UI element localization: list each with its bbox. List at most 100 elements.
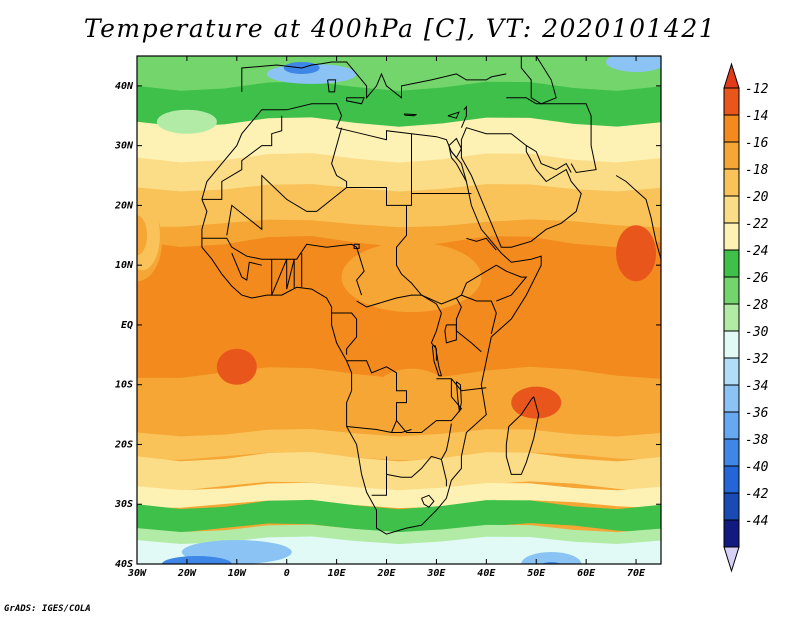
map-frame xyxy=(136,55,662,565)
blob-atlantic-warm xyxy=(216,348,257,385)
colorbar-swatch xyxy=(723,168,740,197)
blob-far-west xyxy=(137,215,147,256)
colorbar-label: -44 xyxy=(745,514,768,529)
ethiopia-somalia xyxy=(496,264,528,302)
libya-egypt xyxy=(346,133,412,206)
lat-tick-label: 40S xyxy=(115,559,133,570)
colorbar-label: -32 xyxy=(745,352,769,367)
sardinia xyxy=(327,79,337,93)
colorbar-swatch xyxy=(723,87,740,116)
colorbar-label: -42 xyxy=(745,487,769,502)
arabia xyxy=(460,127,582,248)
ethiopia-eritrea xyxy=(466,237,497,251)
east-africa-2 xyxy=(461,294,497,335)
colorbar-label: -28 xyxy=(745,298,769,313)
blob-arabian-sea-warm xyxy=(616,225,657,282)
temperature-map xyxy=(137,56,661,564)
namibia-bw xyxy=(371,456,387,496)
lat-tick-label: 30S xyxy=(114,499,133,510)
bw-sa xyxy=(386,455,447,487)
band-south-cream xyxy=(137,482,661,509)
lon-tick-label: 60E xyxy=(577,568,596,579)
band-south-pale xyxy=(137,452,661,492)
cyprus xyxy=(447,111,460,119)
band-south-amber xyxy=(137,428,661,461)
lon-tick-label: 20W xyxy=(177,568,197,579)
colorbar-swatch xyxy=(723,195,740,224)
blob-ne-blue xyxy=(606,56,661,72)
colorbar-label: -26 xyxy=(745,271,769,286)
lon-tick-label: 50E xyxy=(527,568,546,579)
car-drc xyxy=(356,294,442,361)
lon-tick-label: 10W xyxy=(228,568,247,579)
iran xyxy=(506,97,597,174)
sahel-line xyxy=(201,237,365,296)
lake-tanganyika xyxy=(431,345,443,377)
country-borders xyxy=(201,56,661,535)
lon-tick-label: 10E xyxy=(328,568,347,579)
lat-tick-label: 10S xyxy=(115,380,133,391)
ghana-civ xyxy=(271,259,295,296)
congo-gabon xyxy=(331,312,358,355)
persian-gulf xyxy=(526,145,572,173)
lake-malawi xyxy=(455,381,462,412)
blob-west-amber xyxy=(137,200,160,271)
colorbar-label: -24 xyxy=(745,244,768,259)
lat-tick-label: EQ xyxy=(121,320,133,331)
colorbar-label: -16 xyxy=(745,136,769,151)
colorbar-swatch xyxy=(723,330,740,359)
lon-tick-label: 70E xyxy=(627,568,646,579)
angola-namibia xyxy=(346,426,412,433)
colorbar-bottom-arrow xyxy=(723,546,740,573)
blob-nw-light-green xyxy=(156,109,217,134)
grads-credit: GrADS: IGES/COLA xyxy=(4,604,91,614)
colorbar-label: -12 xyxy=(745,82,769,97)
colorbar-swatch xyxy=(723,222,740,251)
colorbar-label: -18 xyxy=(745,163,769,178)
moz-zim xyxy=(440,423,452,460)
africa-coast xyxy=(201,103,542,535)
colorbar-swatch xyxy=(723,519,740,548)
lesotho xyxy=(421,494,435,508)
colorbar-swatch xyxy=(723,357,740,386)
colorbar-swatch xyxy=(723,438,740,467)
lake-chad xyxy=(353,243,360,249)
sinai xyxy=(448,137,462,159)
italy-sicily xyxy=(346,97,365,105)
colorbar: -12 -14 -16 -18 -20 -22 -24 -26 -28 -30 -32 -34 -36 -… xyxy=(723,62,769,573)
colorbar-label: -34 xyxy=(745,379,768,394)
drc-angola xyxy=(346,360,407,433)
colorbar-top-arrow xyxy=(723,62,740,89)
europe xyxy=(241,61,507,100)
colorbar-label: -30 xyxy=(745,325,769,340)
colorbar-swatch xyxy=(723,141,740,170)
greece-crete xyxy=(403,113,417,117)
lon-tick-label: 40E xyxy=(477,568,496,579)
colorbar-label: -22 xyxy=(745,217,769,232)
blob-central-africa xyxy=(341,242,482,313)
band-south-light-green xyxy=(137,524,661,551)
lon-tick-label: 30E xyxy=(426,568,446,579)
lon-tick-label: 0 xyxy=(284,568,290,579)
colorbar-swatch xyxy=(723,249,740,278)
blob-madagascar-warm xyxy=(511,386,562,419)
colorbar-swatch xyxy=(723,411,740,440)
colorbar-label: -38 xyxy=(745,433,769,448)
colorbar-swatch xyxy=(723,276,740,305)
colorbar-swatch xyxy=(723,384,740,413)
band-south-green xyxy=(137,499,661,534)
colorbar-label: -40 xyxy=(745,460,769,475)
colorbar-label: -36 xyxy=(745,406,769,421)
temperature-blobs xyxy=(137,56,661,564)
colorbar-swatch xyxy=(723,465,740,494)
colorbar-swatch xyxy=(723,114,740,143)
sahara-w-1 xyxy=(201,115,283,200)
red-sea-w xyxy=(448,145,467,182)
lat-tick-label: 20S xyxy=(114,439,133,450)
colorbar-label: -20 xyxy=(745,190,769,205)
lon-tick-label: 20E xyxy=(376,568,396,579)
lat-tick-label: 30N xyxy=(114,141,134,152)
colorbar-swatch xyxy=(723,492,740,521)
lat-tick-label: 10N xyxy=(115,260,134,271)
